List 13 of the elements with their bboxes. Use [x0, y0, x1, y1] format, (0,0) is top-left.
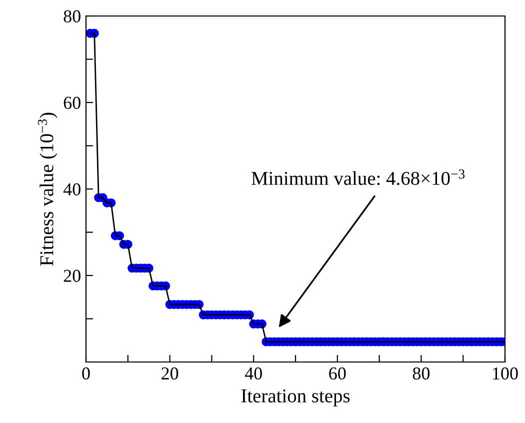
y-tick-label: 40: [63, 183, 80, 196]
y-tick-label: 20: [64, 270, 80, 282]
x-tick-label: 40: [244, 367, 262, 380]
y-axis-title: Fitness value (10$^{−3}$): [38, 112, 58, 266]
annotation: Minimum value: 4.68×10$^{−3}$: [252, 170, 465, 186]
y-tick-label: 60: [64, 96, 80, 109]
x-axis-title: Iteration steps: [241, 389, 350, 406]
x-tick-label: 80: [412, 367, 430, 380]
y-tick-label: 80: [64, 10, 80, 22]
x-tick-label: 20: [162, 367, 178, 380]
x-tick-label: 0: [82, 367, 90, 380]
x-tick-label: 100: [493, 367, 518, 380]
x-tick-label: 60: [329, 367, 346, 380]
